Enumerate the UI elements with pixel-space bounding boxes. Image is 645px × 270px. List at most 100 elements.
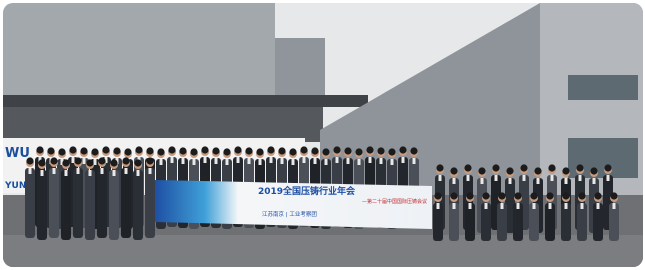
person-hair bbox=[534, 167, 541, 174]
person-hair bbox=[212, 147, 219, 154]
person-shirt bbox=[83, 158, 86, 164]
person-hair bbox=[377, 147, 384, 154]
person-hair bbox=[450, 167, 457, 174]
person-shirt bbox=[314, 158, 317, 164]
person-shirt bbox=[565, 203, 568, 209]
person-shirt bbox=[358, 159, 361, 165]
person-shirt bbox=[607, 175, 610, 181]
person-hair bbox=[546, 192, 553, 199]
banner-footer: 江苏南京 | 工业考察团 bbox=[262, 210, 317, 218]
person-hair bbox=[506, 167, 513, 174]
person-shirt bbox=[495, 175, 498, 181]
person-hair bbox=[113, 147, 120, 154]
person-hair bbox=[289, 148, 296, 155]
person-hair bbox=[492, 164, 499, 171]
person-body bbox=[37, 170, 47, 240]
person-shirt bbox=[517, 203, 520, 209]
person-shirt bbox=[551, 175, 554, 181]
person-shirt bbox=[237, 157, 240, 163]
person-hair bbox=[434, 192, 441, 199]
person-shirt bbox=[439, 175, 442, 181]
person-hair bbox=[478, 167, 485, 174]
person-shirt bbox=[292, 159, 295, 165]
person-shirt bbox=[149, 168, 152, 174]
person-hair bbox=[576, 164, 583, 171]
person-hair bbox=[98, 157, 105, 164]
person-hair bbox=[50, 157, 57, 164]
person-hair bbox=[190, 148, 197, 155]
person-shirt bbox=[509, 178, 512, 184]
person-body bbox=[25, 168, 35, 238]
person-shirt bbox=[29, 168, 32, 174]
person-hair bbox=[69, 146, 76, 153]
person-hair bbox=[355, 148, 362, 155]
person-body bbox=[61, 170, 71, 240]
person-body bbox=[109, 170, 119, 240]
person-hair bbox=[223, 148, 230, 155]
person-shirt bbox=[113, 170, 116, 176]
person-shirt bbox=[565, 178, 568, 184]
person-shirt bbox=[270, 157, 273, 163]
person-hair bbox=[610, 192, 617, 199]
person-hair bbox=[482, 192, 489, 199]
person-hair bbox=[578, 192, 585, 199]
person-hair bbox=[410, 147, 417, 154]
person-hair bbox=[498, 192, 505, 199]
person-shirt bbox=[41, 170, 44, 176]
person-hair bbox=[466, 192, 473, 199]
person-shirt bbox=[137, 170, 140, 176]
person-shirt bbox=[481, 178, 484, 184]
person-shirt bbox=[413, 158, 416, 164]
person-hair bbox=[146, 147, 153, 154]
person-shirt bbox=[467, 175, 470, 181]
person-hair bbox=[80, 147, 87, 154]
person-hair bbox=[168, 146, 175, 153]
person-hair bbox=[548, 164, 555, 171]
person-hair bbox=[311, 147, 318, 154]
left-building bbox=[3, 3, 275, 95]
person-body bbox=[49, 168, 59, 238]
person-shirt bbox=[523, 175, 526, 181]
person-shirt bbox=[65, 170, 68, 176]
person-shirt bbox=[537, 178, 540, 184]
person-hair bbox=[201, 146, 208, 153]
person-shirt bbox=[193, 159, 196, 165]
person-hair bbox=[234, 146, 241, 153]
person-shirt bbox=[347, 158, 350, 164]
person-hair bbox=[300, 146, 307, 153]
person-shirt bbox=[89, 170, 92, 176]
person-hair bbox=[604, 164, 611, 171]
person-hair bbox=[110, 159, 117, 166]
person-shirt bbox=[72, 157, 75, 163]
person-shirt bbox=[171, 157, 174, 163]
person-shirt bbox=[437, 203, 440, 209]
person-body bbox=[73, 168, 83, 238]
person-shirt bbox=[259, 159, 262, 165]
person-hair bbox=[179, 147, 186, 154]
person-hair bbox=[520, 164, 527, 171]
person-shirt bbox=[204, 157, 207, 163]
person-hair bbox=[530, 192, 537, 199]
person-hair bbox=[245, 147, 252, 154]
person-shirt bbox=[182, 158, 185, 164]
person-hair bbox=[594, 192, 601, 199]
person-shirt bbox=[549, 203, 552, 209]
canopy bbox=[3, 95, 368, 107]
person-shirt bbox=[325, 159, 328, 165]
person-shirt bbox=[281, 158, 284, 164]
person-shirt bbox=[380, 158, 383, 164]
person-body bbox=[145, 168, 155, 238]
person-hair bbox=[322, 148, 329, 155]
person-shirt bbox=[453, 178, 456, 184]
person-hair bbox=[256, 148, 263, 155]
person-hair bbox=[450, 192, 457, 199]
person-hair bbox=[124, 148, 131, 155]
person-body bbox=[121, 168, 131, 238]
window bbox=[568, 75, 638, 100]
person-shirt bbox=[581, 203, 584, 209]
person-hair bbox=[344, 147, 351, 154]
person-hair bbox=[91, 148, 98, 155]
person-hair bbox=[58, 148, 65, 155]
person-hair bbox=[122, 157, 129, 164]
person-shirt bbox=[597, 203, 600, 209]
